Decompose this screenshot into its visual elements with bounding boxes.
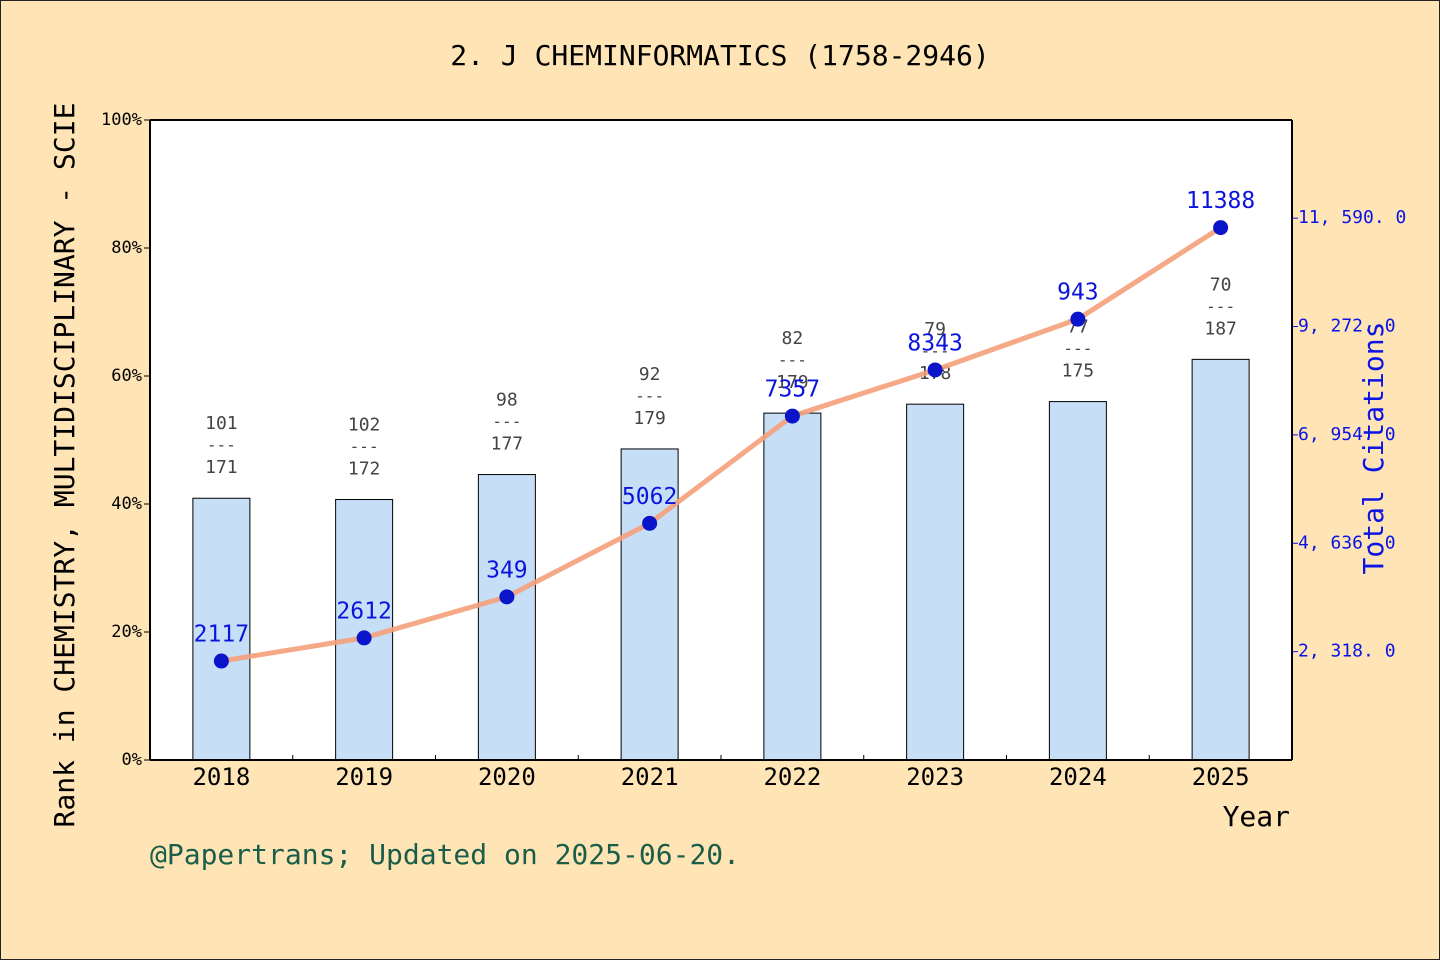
bar: [763, 412, 822, 761]
x-tick-label: 2020: [478, 763, 536, 791]
footer: @Papertrans; Updated on 2025-06-20.: [150, 838, 740, 871]
y2-tick-label: 4, 636. 0: [1298, 532, 1396, 553]
citation-point: [499, 589, 515, 605]
citation-label: 8343: [907, 330, 962, 356]
rank-label: 92: [639, 364, 661, 385]
bar: [1191, 358, 1250, 761]
bar: [620, 448, 679, 761]
citation-point: [1213, 220, 1229, 236]
citation-label: 2612: [336, 598, 391, 624]
y-tick-label: 100%: [101, 110, 142, 130]
total-label: 179: [633, 408, 666, 429]
rank-label: 98: [496, 390, 518, 411]
y-tick-label: 60%: [111, 366, 142, 386]
citation-point: [213, 653, 229, 669]
rank-separator: ---: [207, 436, 236, 455]
rank-separator: ---: [350, 437, 379, 456]
rank-label: 82: [782, 328, 804, 349]
rank-separator: ---: [778, 351, 807, 370]
plot-area: [150, 120, 1292, 760]
y-tick-label: 0%: [122, 750, 142, 770]
x-tick-label: 2022: [763, 763, 821, 791]
bar: [906, 403, 965, 761]
rank-label: 70: [1210, 274, 1232, 295]
total-label: 171: [205, 457, 238, 478]
citation-point: [356, 630, 372, 646]
citation-label: 2117: [194, 622, 249, 648]
citation-point: [927, 362, 943, 378]
rank-separator: ---: [1206, 297, 1235, 316]
rank-separator: ---: [492, 412, 521, 431]
y2-tick-label: 11, 590. 0: [1298, 207, 1406, 228]
x-tick-label: 2018: [192, 763, 250, 791]
bar: [477, 474, 536, 761]
rank-label: 102: [348, 415, 381, 436]
total-label: 179: [776, 372, 809, 393]
x-tick-label: 2024: [1049, 763, 1107, 791]
y-tick-label: 80%: [111, 238, 142, 258]
citation-label: 943: [1057, 280, 1099, 306]
citation-line: [220, 225, 1222, 664]
citation-label: 7357: [765, 377, 820, 403]
y2-tick-label: 2, 318. 0: [1298, 641, 1396, 662]
citation-point: [642, 515, 658, 531]
citation-point: [1070, 311, 1086, 327]
y-tick-label: 20%: [111, 622, 142, 642]
x-tick-label: 2023: [906, 763, 964, 791]
rank-separator: ---: [635, 386, 664, 405]
total-label: 172: [348, 459, 381, 480]
citation-label: 11388: [1186, 188, 1255, 214]
y2-axis-title: Total Citations: [1357, 322, 1390, 575]
rank-separator: ---: [1063, 339, 1092, 358]
total-label: 177: [491, 434, 524, 455]
citation-label: 5062: [622, 484, 677, 510]
x-tick-label: 2021: [621, 763, 679, 791]
y-tick-label: 40%: [111, 494, 142, 514]
citation-label: 349: [486, 557, 528, 583]
total-label: 175: [1062, 361, 1095, 382]
bar: [1048, 401, 1107, 761]
rank-label: 79: [924, 319, 946, 340]
total-label: 187: [1204, 318, 1237, 339]
rank-label: 101: [205, 413, 238, 434]
y-axis-title: Rank in CHEMISTRY, MULTIDISCIPLINARY - S…: [48, 103, 81, 828]
x-axis-title: Year: [1223, 800, 1290, 833]
citation-point: [784, 408, 800, 424]
chart-title: 2. J CHEMINFORMATICS (1758-2946): [450, 39, 989, 72]
x-tick-label: 2019: [335, 763, 393, 791]
x-tick-label: 2025: [1192, 763, 1250, 791]
y2-tick-label: 6, 954. 0: [1298, 424, 1396, 445]
y2-tick-label: 9, 272. 0: [1298, 316, 1396, 337]
bar: [335, 499, 394, 761]
rank-separator: ---: [921, 342, 950, 361]
